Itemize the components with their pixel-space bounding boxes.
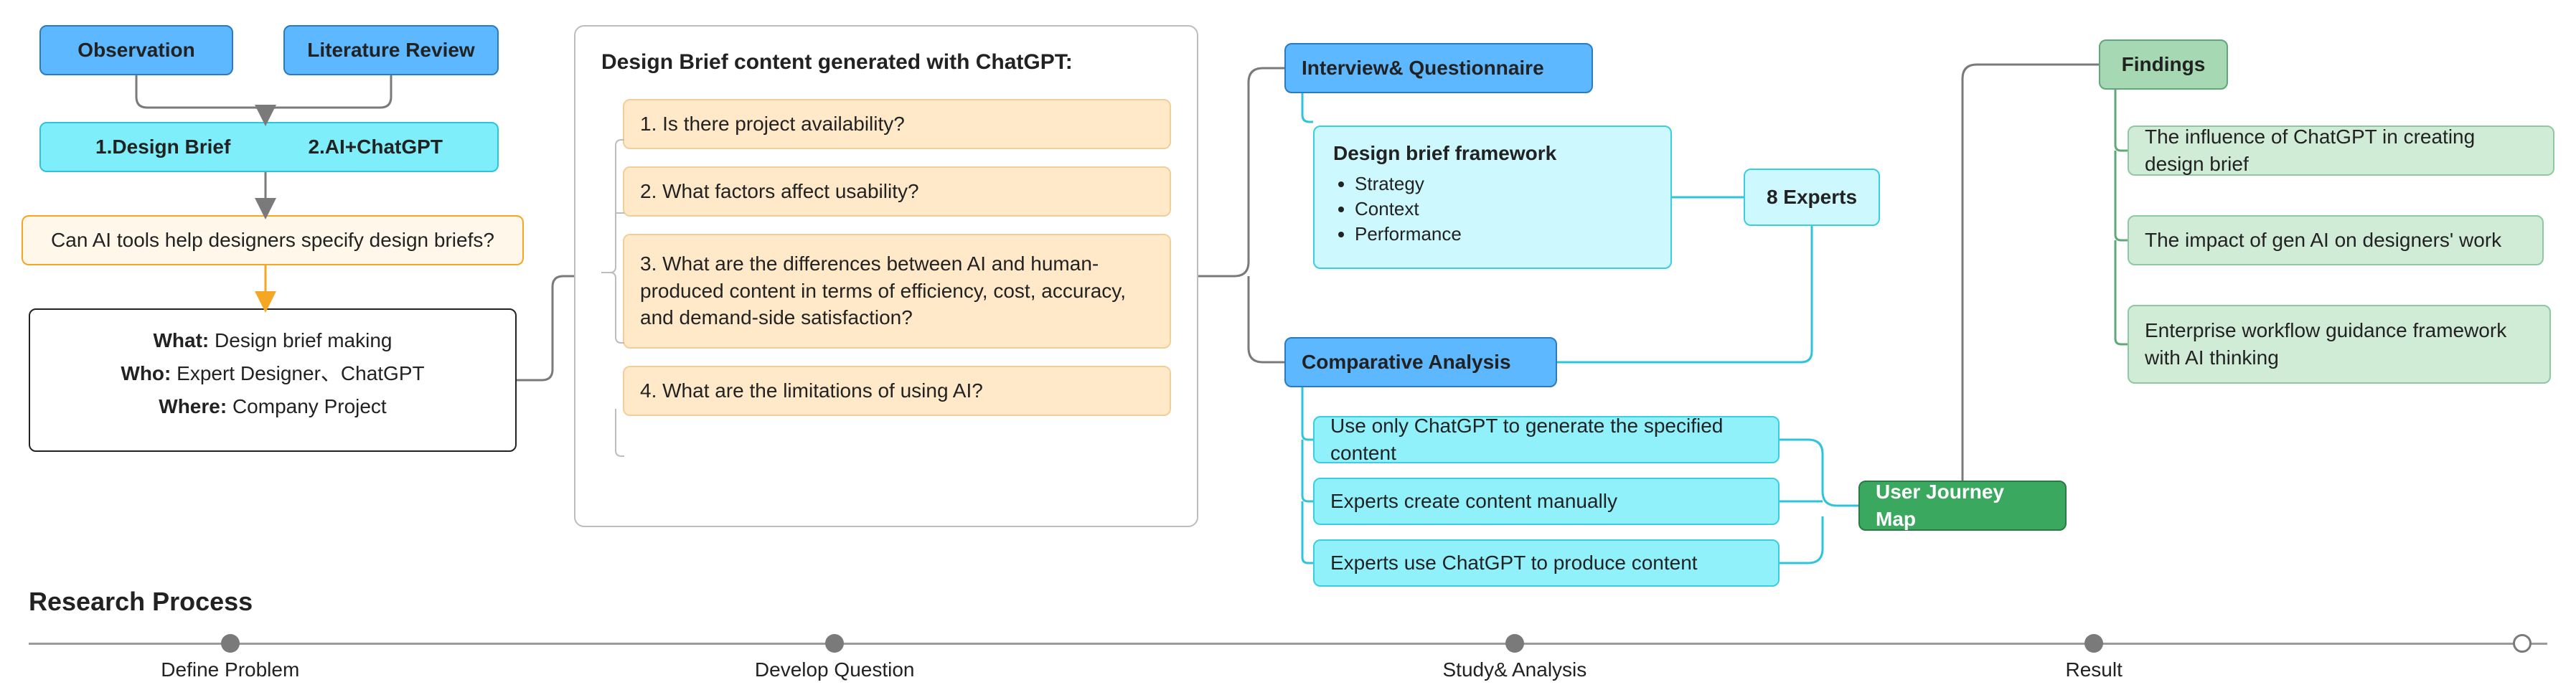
- where-line: Where: Company Project: [159, 393, 386, 420]
- research-process-heading: Research Process: [29, 587, 253, 617]
- finding1-node: The influence of ChatGPT in creating des…: [2128, 126, 2554, 176]
- research-question-node: Can AI tools help designers specify desi…: [22, 215, 524, 265]
- timeline-dot-2: [825, 634, 844, 653]
- fw-item-context: Context: [1355, 197, 1462, 222]
- timeline-label-3: Study& Analysis: [1443, 658, 1587, 681]
- method1-label: Use only ChatGPT to generate the specifi…: [1330, 412, 1762, 467]
- q1-label: 1. Is there project availability?: [640, 110, 905, 138]
- timeline-dot-3: [1505, 634, 1524, 653]
- fw-item-strategy: Strategy: [1355, 171, 1462, 197]
- framework-node: Design brief framework Strategy Context …: [1313, 126, 1672, 269]
- timeline-dot-end: [2513, 634, 2532, 653]
- user-journey-map-node: User Journey Map: [1858, 481, 2067, 531]
- lit-review-label: Literature Review: [307, 37, 474, 64]
- ai-chatgpt-label: 2.AI+ChatGPT: [308, 133, 442, 161]
- q4-label: 4. What are the limitations of using AI?: [640, 377, 983, 405]
- finding2-node: The impact of gen AI on designers' work: [2128, 215, 2544, 265]
- design-brief-label: 1.Design Brief: [95, 133, 230, 161]
- q1-node: 1. Is there project availability?: [623, 99, 1171, 149]
- comparative-node: Comparative Analysis: [1284, 337, 1557, 387]
- framework-list: Strategy Context Performance: [1333, 171, 1462, 247]
- q4-node: 4. What are the limitations of using AI?: [623, 366, 1171, 416]
- lit-review-node: Literature Review: [283, 25, 499, 75]
- panel-title: Design Brief content generated with Chat…: [601, 48, 1171, 77]
- experts-node: 8 Experts: [1744, 169, 1880, 226]
- q3-label: 3. What are the differences between AI a…: [640, 250, 1154, 331]
- findings-label: Findings: [2122, 51, 2206, 78]
- interview-node: Interview& Questionnaire: [1284, 43, 1593, 93]
- what-line: What: Design brief making: [154, 327, 392, 354]
- q2-label: 2. What factors affect usability?: [640, 178, 919, 205]
- interview-label: Interview& Questionnaire: [1302, 55, 1544, 82]
- timeline-dot-4: [2084, 634, 2103, 653]
- comparative-label: Comparative Analysis: [1302, 349, 1511, 376]
- design-brief-panel: Design Brief content generated with Chat…: [574, 25, 1198, 527]
- q3-node: 3. What are the differences between AI a…: [623, 234, 1171, 349]
- finding3-node: Enterprise workflow guidance framework w…: [2128, 305, 2551, 384]
- findings-node: Findings: [2099, 39, 2228, 90]
- timeline-dot-1: [221, 634, 240, 653]
- method3-label: Experts use ChatGPT to produce content: [1330, 549, 1698, 577]
- timeline-label-2: Develop Question: [755, 658, 915, 681]
- timeline-line: [29, 643, 2547, 645]
- topics-node: 1.Design Brief 2.AI+ChatGPT: [39, 122, 499, 172]
- fw-item-performance: Performance: [1355, 222, 1462, 247]
- timeline-label-1: Define Problem: [161, 658, 299, 681]
- who-line: Who: Expert Designer、ChatGPT: [121, 360, 424, 387]
- research-question-label: Can AI tools help designers specify desi…: [51, 227, 494, 254]
- finding1-label: The influence of ChatGPT in creating des…: [2145, 123, 2537, 178]
- finding3-label: Enterprise workflow guidance framework w…: [2145, 317, 2534, 372]
- ujm-label: User Journey Map: [1876, 478, 2049, 533]
- www-node: What: Design brief making Who: Expert De…: [29, 308, 517, 452]
- framework-title: Design brief framework: [1333, 140, 1556, 167]
- timeline-label-4: Result: [2066, 658, 2123, 681]
- experts-label: 8 Experts: [1767, 184, 1857, 211]
- method2-node: Experts create content manually: [1313, 478, 1780, 525]
- finding2-label: The impact of gen AI on designers' work: [2145, 227, 2501, 254]
- method1-node: Use only ChatGPT to generate the specifi…: [1313, 416, 1780, 463]
- method3-node: Experts use ChatGPT to produce content: [1313, 539, 1780, 587]
- q2-node: 2. What factors affect usability?: [623, 166, 1171, 217]
- observation-node: Observation: [39, 25, 233, 75]
- method2-label: Experts create content manually: [1330, 488, 1617, 515]
- observation-label: Observation: [77, 37, 194, 64]
